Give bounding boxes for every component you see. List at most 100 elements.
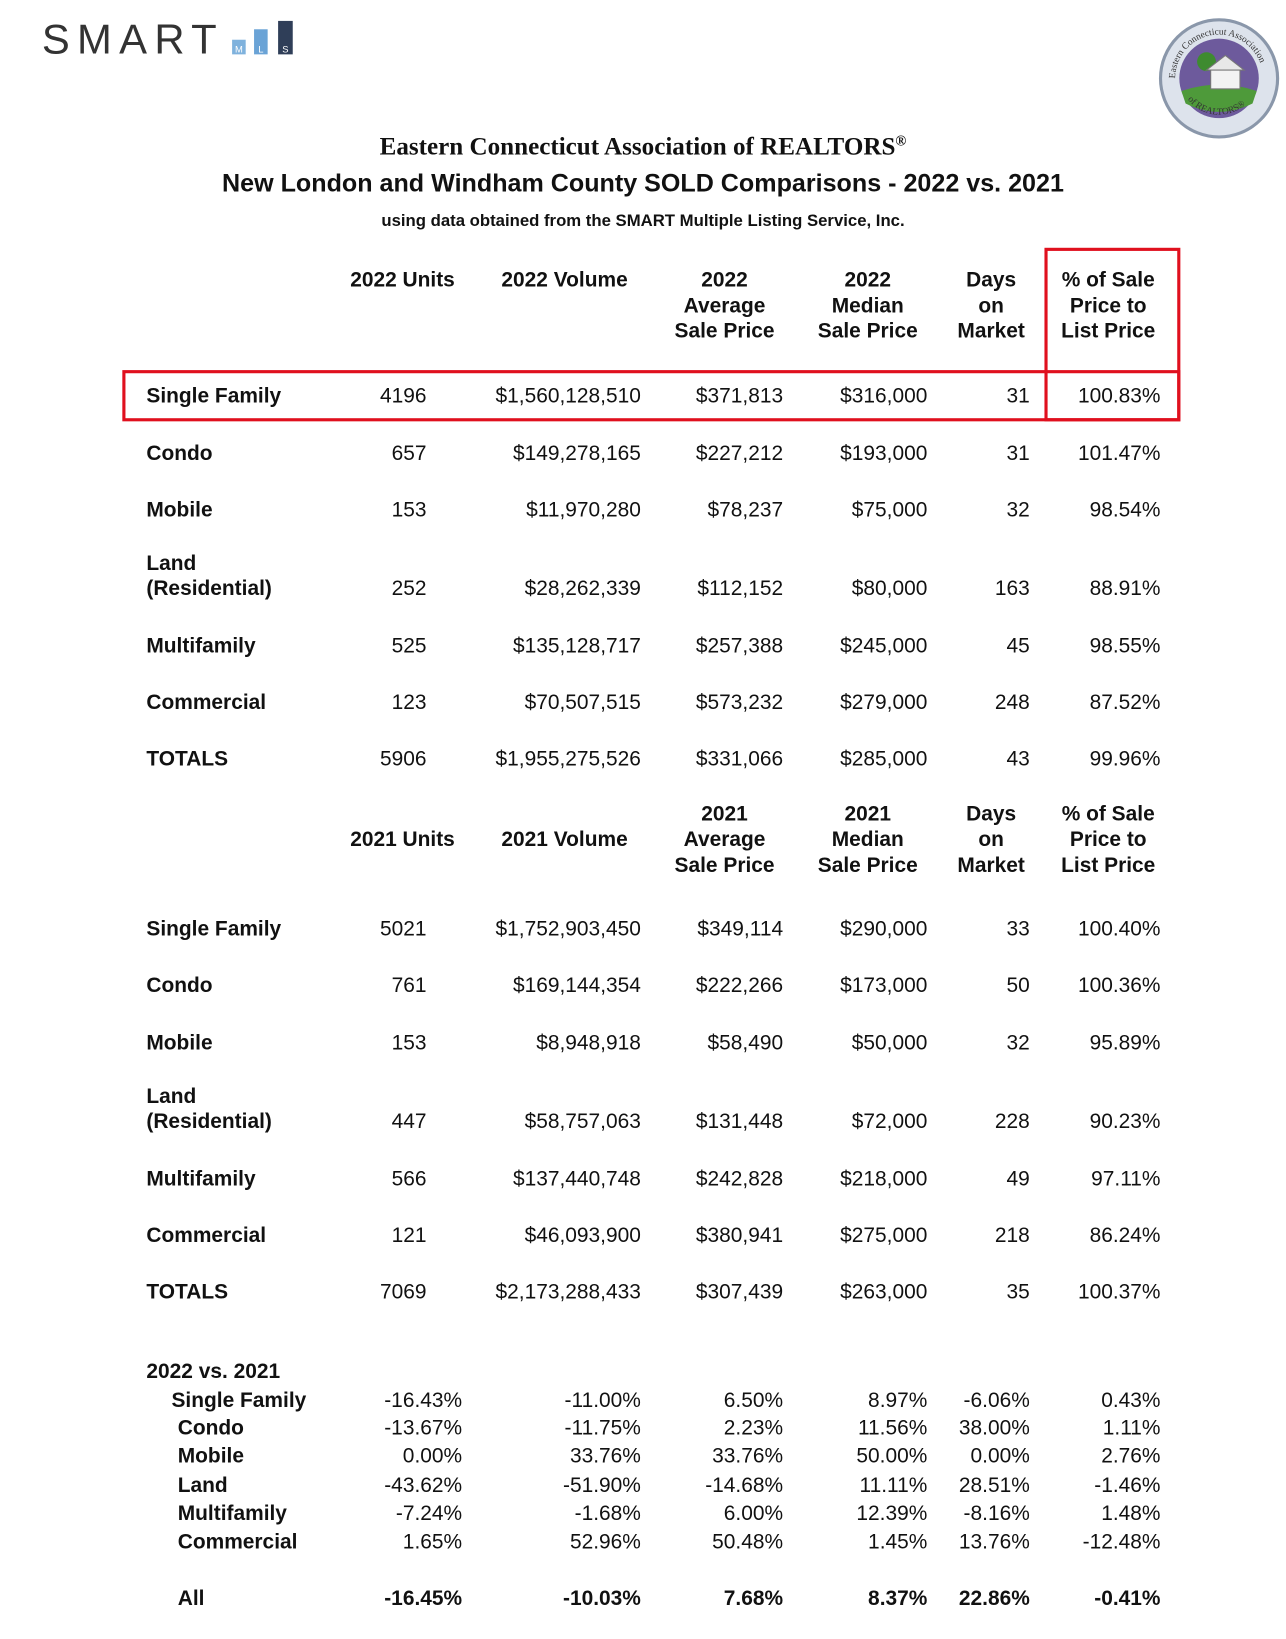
cell: 100.37% — [1077, 1280, 1161, 1304]
cell: 49 — [1006, 1167, 1030, 1191]
cell: $242,828 — [695, 1167, 784, 1191]
cell: $75,000 — [851, 498, 928, 522]
cell: $80,000 — [851, 577, 928, 601]
column-header: on — [978, 294, 1004, 318]
cell: $218,000 — [840, 1167, 928, 1191]
cell: $2,173,288,433 — [495, 1280, 641, 1304]
cell: 45 — [1006, 634, 1030, 658]
column-header: Average — [683, 828, 766, 852]
column-header: Median — [831, 294, 904, 318]
cell: $1,560,128,510 — [495, 384, 641, 408]
cell: 33.76% — [712, 1444, 784, 1468]
cell: 0.43% — [1101, 1389, 1161, 1413]
cell: -11.00% — [564, 1389, 641, 1413]
cell: 22.86% — [958, 1587, 1030, 1611]
cell: $371,813 — [695, 384, 784, 408]
cell: 32 — [1006, 1031, 1030, 1055]
cell: 566 — [391, 1167, 427, 1191]
cell: 7069 — [380, 1280, 427, 1304]
cell: -10.03% — [563, 1587, 641, 1611]
cell: 35 — [1006, 1280, 1030, 1304]
column-header: Price to — [1069, 828, 1147, 852]
title-mark: ® — [895, 133, 907, 150]
cell: $380,941 — [695, 1224, 784, 1248]
cell: 101.47% — [1077, 442, 1161, 466]
row-label: Mobile — [177, 1444, 244, 1468]
column-header: 2022 Volume — [501, 268, 628, 292]
row-label: Land (Residential) — [146, 1085, 272, 1134]
cell: 761 — [391, 974, 427, 998]
cell: 657 — [391, 442, 427, 466]
title: Eastern Connecticut Association of REALT… — [0, 134, 1286, 162]
row-label: Single Family — [146, 384, 282, 408]
column-header: 2021 — [844, 802, 892, 826]
cell: $58,490 — [707, 1031, 784, 1055]
cell: $78,237 — [707, 498, 784, 522]
cell: $70,507,515 — [524, 691, 641, 715]
cell: -1.46% — [1094, 1474, 1161, 1498]
column-header: Market — [957, 319, 1025, 343]
cell: -8.16% — [963, 1502, 1030, 1526]
row-label: All — [177, 1587, 205, 1611]
cell: $573,232 — [695, 691, 784, 715]
cell: -6.06% — [963, 1389, 1030, 1413]
logo-bar-letter: M — [235, 43, 243, 54]
cell: 33 — [1006, 917, 1030, 941]
column-header: 2022 Units — [350, 268, 455, 292]
column-header: Sale Price — [674, 319, 775, 343]
cell: $275,000 — [840, 1224, 928, 1248]
cell: $193,000 — [840, 442, 928, 466]
cell: 1.65% — [402, 1530, 463, 1554]
cell: 218 — [994, 1224, 1030, 1248]
row-label: Mobile — [146, 1031, 213, 1055]
cell: -0.41% — [1094, 1587, 1161, 1611]
cell: -14.68% — [705, 1474, 784, 1498]
column-header: Sale Price — [674, 853, 775, 877]
cell: 5021 — [380, 917, 427, 941]
cell: -16.45% — [384, 1587, 463, 1611]
cell: $263,000 — [840, 1280, 928, 1304]
cell: $11,970,280 — [526, 498, 641, 522]
cell: 1.45% — [868, 1530, 928, 1554]
cell: 100.83% — [1077, 384, 1161, 408]
cell: $257,388 — [695, 634, 784, 658]
highlight-box — [122, 370, 1181, 422]
cell: $46,093,900 — [524, 1224, 641, 1248]
cell: 95.89% — [1089, 1031, 1161, 1055]
cell: 100.40% — [1077, 917, 1161, 941]
cell: $349,114 — [697, 917, 784, 941]
cell: $331,066 — [695, 747, 784, 771]
cell: 31 — [1006, 384, 1030, 408]
cell: 1.48% — [1101, 1502, 1161, 1526]
column-header: Days — [966, 802, 1017, 826]
cell: -13.67% — [384, 1416, 463, 1440]
column-header: List Price — [1061, 319, 1156, 343]
row-label: Land — [177, 1474, 228, 1498]
cell: 5906 — [380, 747, 427, 771]
cell: 252 — [391, 577, 427, 601]
cell: 0.00% — [970, 1444, 1030, 1468]
row-label: Multifamily — [146, 1167, 256, 1191]
cell: 50 — [1006, 974, 1030, 998]
row-label: Commercial — [177, 1530, 298, 1554]
cell: $8,948,918 — [536, 1031, 641, 1055]
cell: $135,128,717 — [512, 634, 641, 658]
cell: 13.76% — [958, 1530, 1030, 1554]
cell: -43.62% — [384, 1474, 463, 1498]
logo-name: SMART — [41, 16, 225, 63]
cell: $222,266 — [695, 974, 784, 998]
column-header: Market — [957, 853, 1025, 877]
logo-bars: M L S — [232, 20, 293, 55]
cell: 11.11% — [859, 1474, 928, 1498]
row-label: Condo — [146, 974, 213, 998]
cell: $137,440,748 — [512, 1167, 641, 1191]
column-header: Sale Price — [817, 853, 918, 877]
column-header: List Price — [1061, 853, 1156, 877]
cell: 447 — [391, 1110, 427, 1134]
cell: 50.48% — [712, 1530, 784, 1554]
cell: 163 — [994, 577, 1030, 601]
cell: -11.75% — [564, 1416, 641, 1440]
cell: 86.24% — [1089, 1224, 1161, 1248]
section-title: 2022 vs. 2021 — [146, 1360, 281, 1384]
